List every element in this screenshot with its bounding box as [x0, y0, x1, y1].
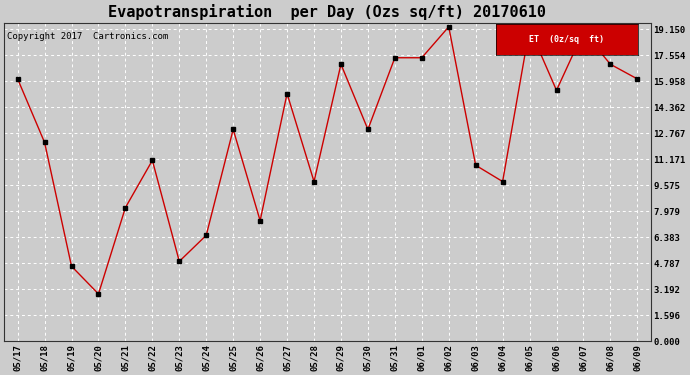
Text: Copyright 2017  Cartronics.com: Copyright 2017 Cartronics.com	[8, 32, 168, 41]
Title: Evapotranspiration  per Day (Ozs sq/ft) 20170610: Evapotranspiration per Day (Ozs sq/ft) 2…	[108, 4, 546, 20]
